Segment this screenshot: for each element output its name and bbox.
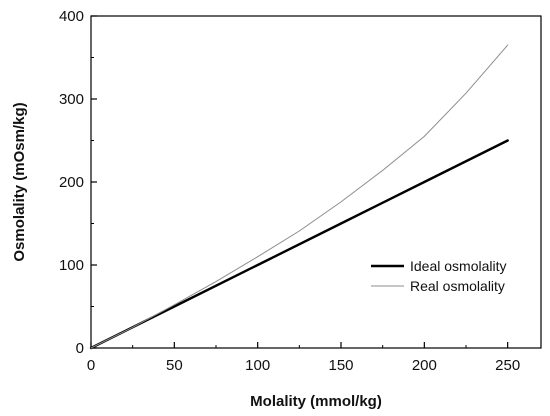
x-tick-label: 50: [166, 357, 183, 374]
y-tick-label: 300: [59, 91, 84, 108]
series-lines: [89, 44, 509, 350]
legend: Ideal osmolality Real osmolality: [371, 258, 507, 294]
x-tick-label: 200: [412, 357, 437, 374]
plot-frame: [90, 15, 542, 349]
x-tick-label: 150: [328, 357, 353, 374]
series-line-ideal: [89, 139, 509, 350]
tick-marks: [90, 15, 509, 349]
y-axis-title: Osmolality (mOsm/kg): [11, 102, 28, 261]
x-tick-labels: 0 50 100 150 200 250: [87, 357, 520, 374]
legend-label-real: Real osmolality: [410, 278, 505, 294]
y-tick-label: 400: [59, 8, 84, 25]
legend-label-ideal: Ideal osmolality: [410, 258, 507, 274]
x-tick-label: 0: [87, 357, 95, 374]
series-line-real: [90, 44, 509, 349]
x-tick-label: 250: [495, 357, 520, 374]
y-tick-label: 100: [59, 257, 84, 274]
x-axis-title: Molality (mmol/kg): [250, 393, 382, 410]
y-tick-label: 200: [59, 174, 84, 191]
y-tick-labels: 0 100 200 300 400: [59, 8, 84, 357]
y-tick-label: 0: [76, 340, 84, 357]
x-tick-label: 100: [245, 357, 270, 374]
